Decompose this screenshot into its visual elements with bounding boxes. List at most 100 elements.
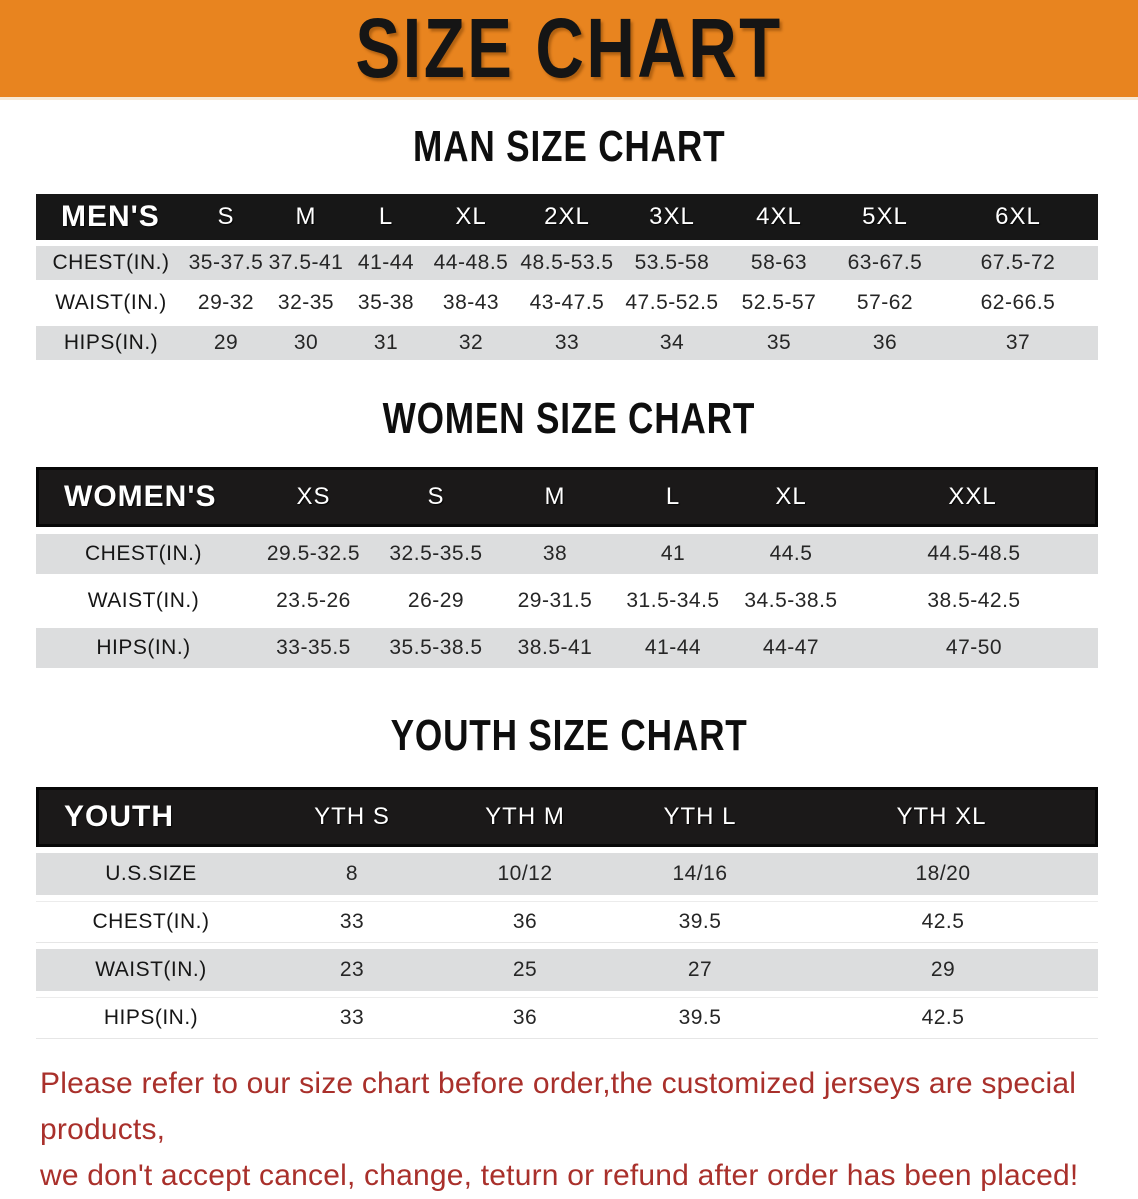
womens-size-table: WOMEN'S XS S M L XL XXL CHEST(IN.) 29.5-32.5 32.5… [36, 460, 1098, 675]
size-value-cell: 37.5-41 [266, 246, 346, 280]
size-value-cell: 29-31.5 [496, 581, 614, 621]
table-row: HIPS(IN.) 29 30 31 32 33 34 35 36 37 [36, 326, 1098, 360]
size-header-row: YOUTH YTH S YTH M YTH L YTH XL [36, 787, 1098, 847]
row-label: WAIST(IN.) [36, 581, 251, 621]
size-value-cell: 29 [788, 949, 1098, 991]
size-value-cell: 34 [618, 326, 726, 360]
size-value-cell: 31 [346, 326, 426, 360]
row-label: HIPS(IN.) [36, 997, 266, 1039]
size-value-cell: 36 [438, 901, 612, 943]
size-value-cell: 47.5-52.5 [618, 286, 726, 320]
size-value-cell: 35.5-38.5 [376, 628, 496, 668]
row-label: CHEST(IN.) [36, 901, 266, 943]
size-value-cell: 43-47.5 [516, 286, 618, 320]
size-value-cell: 42.5 [788, 997, 1098, 1039]
size-value-cell: 29-32 [186, 286, 266, 320]
women-section-heading-text: WOMEN SIZE CHART [382, 394, 756, 443]
size-value-cell: 37 [938, 326, 1098, 360]
banner-title: SIZE CHART [355, 1, 783, 95]
group-label: MEN'S [36, 194, 186, 240]
row-label: U.S.SIZE [36, 853, 266, 895]
size-column-header: YTH L [612, 787, 788, 847]
man-section-heading: MAN SIZE CHART [0, 122, 1138, 172]
size-value-cell: 38.5-42.5 [850, 581, 1098, 621]
size-value-cell: 26-29 [376, 581, 496, 621]
size-column-header: M [496, 467, 614, 527]
size-value-cell: 57-62 [832, 286, 938, 320]
size-value-cell: 48.5-53.5 [516, 246, 618, 280]
disclaimer-text: Please refer to our size chart before or… [40, 1061, 1138, 1199]
size-value-cell: 41 [614, 534, 732, 574]
disclaimer-line-2: we don't accept cancel, change, teturn o… [40, 1159, 1079, 1192]
size-value-cell: 33 [266, 901, 438, 943]
size-value-cell: 44-48.5 [426, 246, 516, 280]
size-value-cell: 41-44 [346, 246, 426, 280]
size-value-cell: 32-35 [266, 286, 346, 320]
size-value-cell: 39.5 [612, 901, 788, 943]
size-value-cell: 63-67.5 [832, 246, 938, 280]
row-label: WAIST(IN.) [36, 949, 266, 991]
size-value-cell: 36 [438, 997, 612, 1039]
youth-section-heading: YOUTH SIZE CHART [0, 711, 1138, 761]
youth-section-heading-text: YOUTH SIZE CHART [390, 711, 748, 760]
size-value-cell: 34.5-38.5 [732, 581, 850, 621]
size-value-cell: 30 [266, 326, 346, 360]
size-value-cell: 33 [516, 326, 618, 360]
size-value-cell: 53.5-58 [618, 246, 726, 280]
size-value-cell: 47-50 [850, 628, 1098, 668]
size-value-cell: 44-47 [732, 628, 850, 668]
size-value-cell: 42.5 [788, 901, 1098, 943]
size-value-cell: 8 [266, 853, 438, 895]
size-column-header: L [346, 194, 426, 240]
size-value-cell: 23.5-26 [251, 581, 376, 621]
size-value-cell: 25 [438, 949, 612, 991]
size-value-cell: 38.5-41 [496, 628, 614, 668]
size-value-cell: 44.5-48.5 [850, 534, 1098, 574]
size-value-cell: 35-37.5 [186, 246, 266, 280]
size-value-cell: 27 [612, 949, 788, 991]
size-value-cell: 67.5-72 [938, 246, 1098, 280]
group-label: YOUTH [36, 787, 266, 847]
size-value-cell: 44.5 [732, 534, 850, 574]
size-value-cell: 33 [266, 997, 438, 1039]
size-column-header: 4XL [726, 194, 832, 240]
size-value-cell: 33-35.5 [251, 628, 376, 668]
size-value-cell: 18/20 [788, 853, 1098, 895]
size-column-header: M [266, 194, 346, 240]
women-section-heading: WOMEN SIZE CHART [0, 394, 1138, 444]
size-value-cell: 58-63 [726, 246, 832, 280]
size-column-header: XXL [850, 467, 1098, 527]
youth-size-table: YOUTH YTH S YTH M YTH L YTH XL U.S.SIZE 8 10/12… [36, 781, 1098, 1045]
row-label: HIPS(IN.) [36, 326, 186, 360]
mens-size-table: MEN'S S M L XL 2XL 3XL 4XL 5XL 6XL CHEST(IN.) 35-37… [36, 188, 1098, 366]
size-column-header: S [376, 467, 496, 527]
row-label: HIPS(IN.) [36, 628, 251, 668]
row-label: WAIST(IN.) [36, 286, 186, 320]
disclaimer-line-1: Please refer to our size chart before or… [40, 1067, 1077, 1146]
table-row: HIPS(IN.) 33-35.5 35.5-38.5 38.5-41 41-44 44-… [36, 628, 1098, 668]
size-column-header: 6XL [938, 194, 1098, 240]
size-value-cell: 52.5-57 [726, 286, 832, 320]
size-column-header: L [614, 467, 732, 527]
size-value-cell: 10/12 [438, 853, 612, 895]
man-section-heading-text: MAN SIZE CHART [412, 122, 726, 171]
table-row: HIPS(IN.) 33 36 39.5 42.5 [36, 997, 1098, 1039]
table-row: CHEST(IN.) 33 36 39.5 42.5 [36, 901, 1098, 943]
size-header-row: WOMEN'S XS S M L XL XXL [36, 467, 1098, 527]
size-column-header: XS [251, 467, 376, 527]
size-column-header: XL [732, 467, 850, 527]
size-column-header: YTH XL [788, 787, 1098, 847]
size-column-header: YTH M [438, 787, 612, 847]
size-column-header: YTH S [266, 787, 438, 847]
table-row: WAIST(IN.) 29-32 32-35 35-38 38-43 43-47.5 47.… [36, 286, 1098, 320]
size-value-cell: 32 [426, 326, 516, 360]
size-value-cell: 29.5-32.5 [251, 534, 376, 574]
table-row: CHEST(IN.) 35-37.5 37.5-41 41-44 44-48.5 48.5… [36, 246, 1098, 280]
table-row: U.S.SIZE 8 10/12 14/16 18/20 [36, 853, 1098, 895]
size-value-cell: 38 [496, 534, 614, 574]
row-label: CHEST(IN.) [36, 246, 186, 280]
size-value-cell: 29 [186, 326, 266, 360]
table-row: WAIST(IN.) 23 25 27 29 [36, 949, 1098, 991]
size-value-cell: 35 [726, 326, 832, 360]
size-value-cell: 32.5-35.5 [376, 534, 496, 574]
